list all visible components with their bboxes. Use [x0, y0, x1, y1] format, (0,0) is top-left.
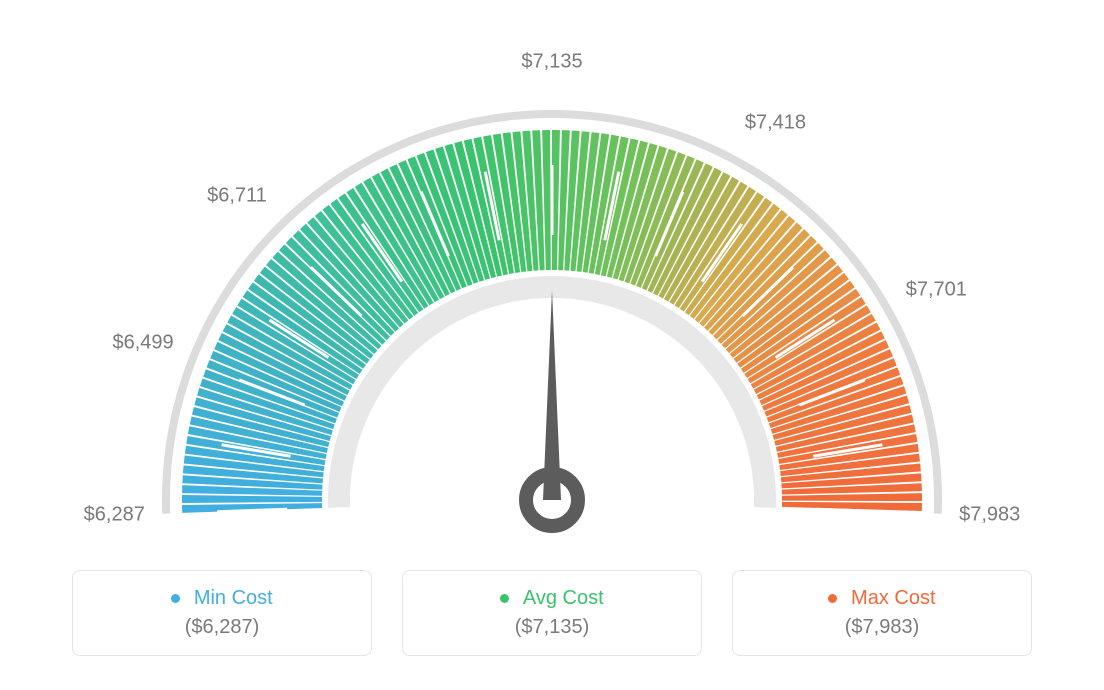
gauge-area: $6,287 $6,499 $6,711 $7,135 $7,418 $7,701 $7,9…	[40, 20, 1064, 560]
dot-icon	[171, 594, 180, 603]
gauge-tick-label: $6,711	[207, 184, 267, 207]
gauge-tick-label: $7,418	[745, 112, 806, 135]
legend-value-min: ($6,287)	[93, 616, 351, 639]
legend-title-avg: Avg Cost	[423, 587, 681, 610]
gauge-tick-label: $6,287	[84, 504, 145, 527]
dot-icon	[500, 594, 509, 603]
legend-card-avg: Avg Cost ($7,135)	[402, 570, 702, 656]
gauge-tick-label: $7,135	[521, 51, 582, 74]
gauge-tick-label: $7,701	[906, 278, 967, 301]
legend-value-max: ($7,983)	[753, 616, 1011, 639]
legend-card-max: Max Cost ($7,983)	[732, 570, 1032, 656]
legend-row: Min Cost ($6,287) Avg Cost ($7,135) Max …	[40, 570, 1064, 656]
legend-card-min: Min Cost ($6,287)	[72, 570, 372, 656]
gauge-svg	[52, 20, 1052, 560]
gauge-tick-label: $7,983	[959, 504, 1020, 527]
legend-title-text: Min Cost	[194, 587, 273, 609]
legend-title-text: Max Cost	[851, 587, 935, 609]
legend-value-avg: ($7,135)	[423, 616, 681, 639]
legend-title-min: Min Cost	[93, 587, 351, 610]
gauge-tick-label: $6,499	[112, 332, 173, 355]
cost-gauge-chart: $6,287 $6,499 $6,711 $7,135 $7,418 $7,701 $7,9…	[0, 0, 1104, 690]
legend-title-max: Max Cost	[753, 587, 1011, 610]
dot-icon	[828, 594, 837, 603]
legend-title-text: Avg Cost	[523, 587, 604, 609]
